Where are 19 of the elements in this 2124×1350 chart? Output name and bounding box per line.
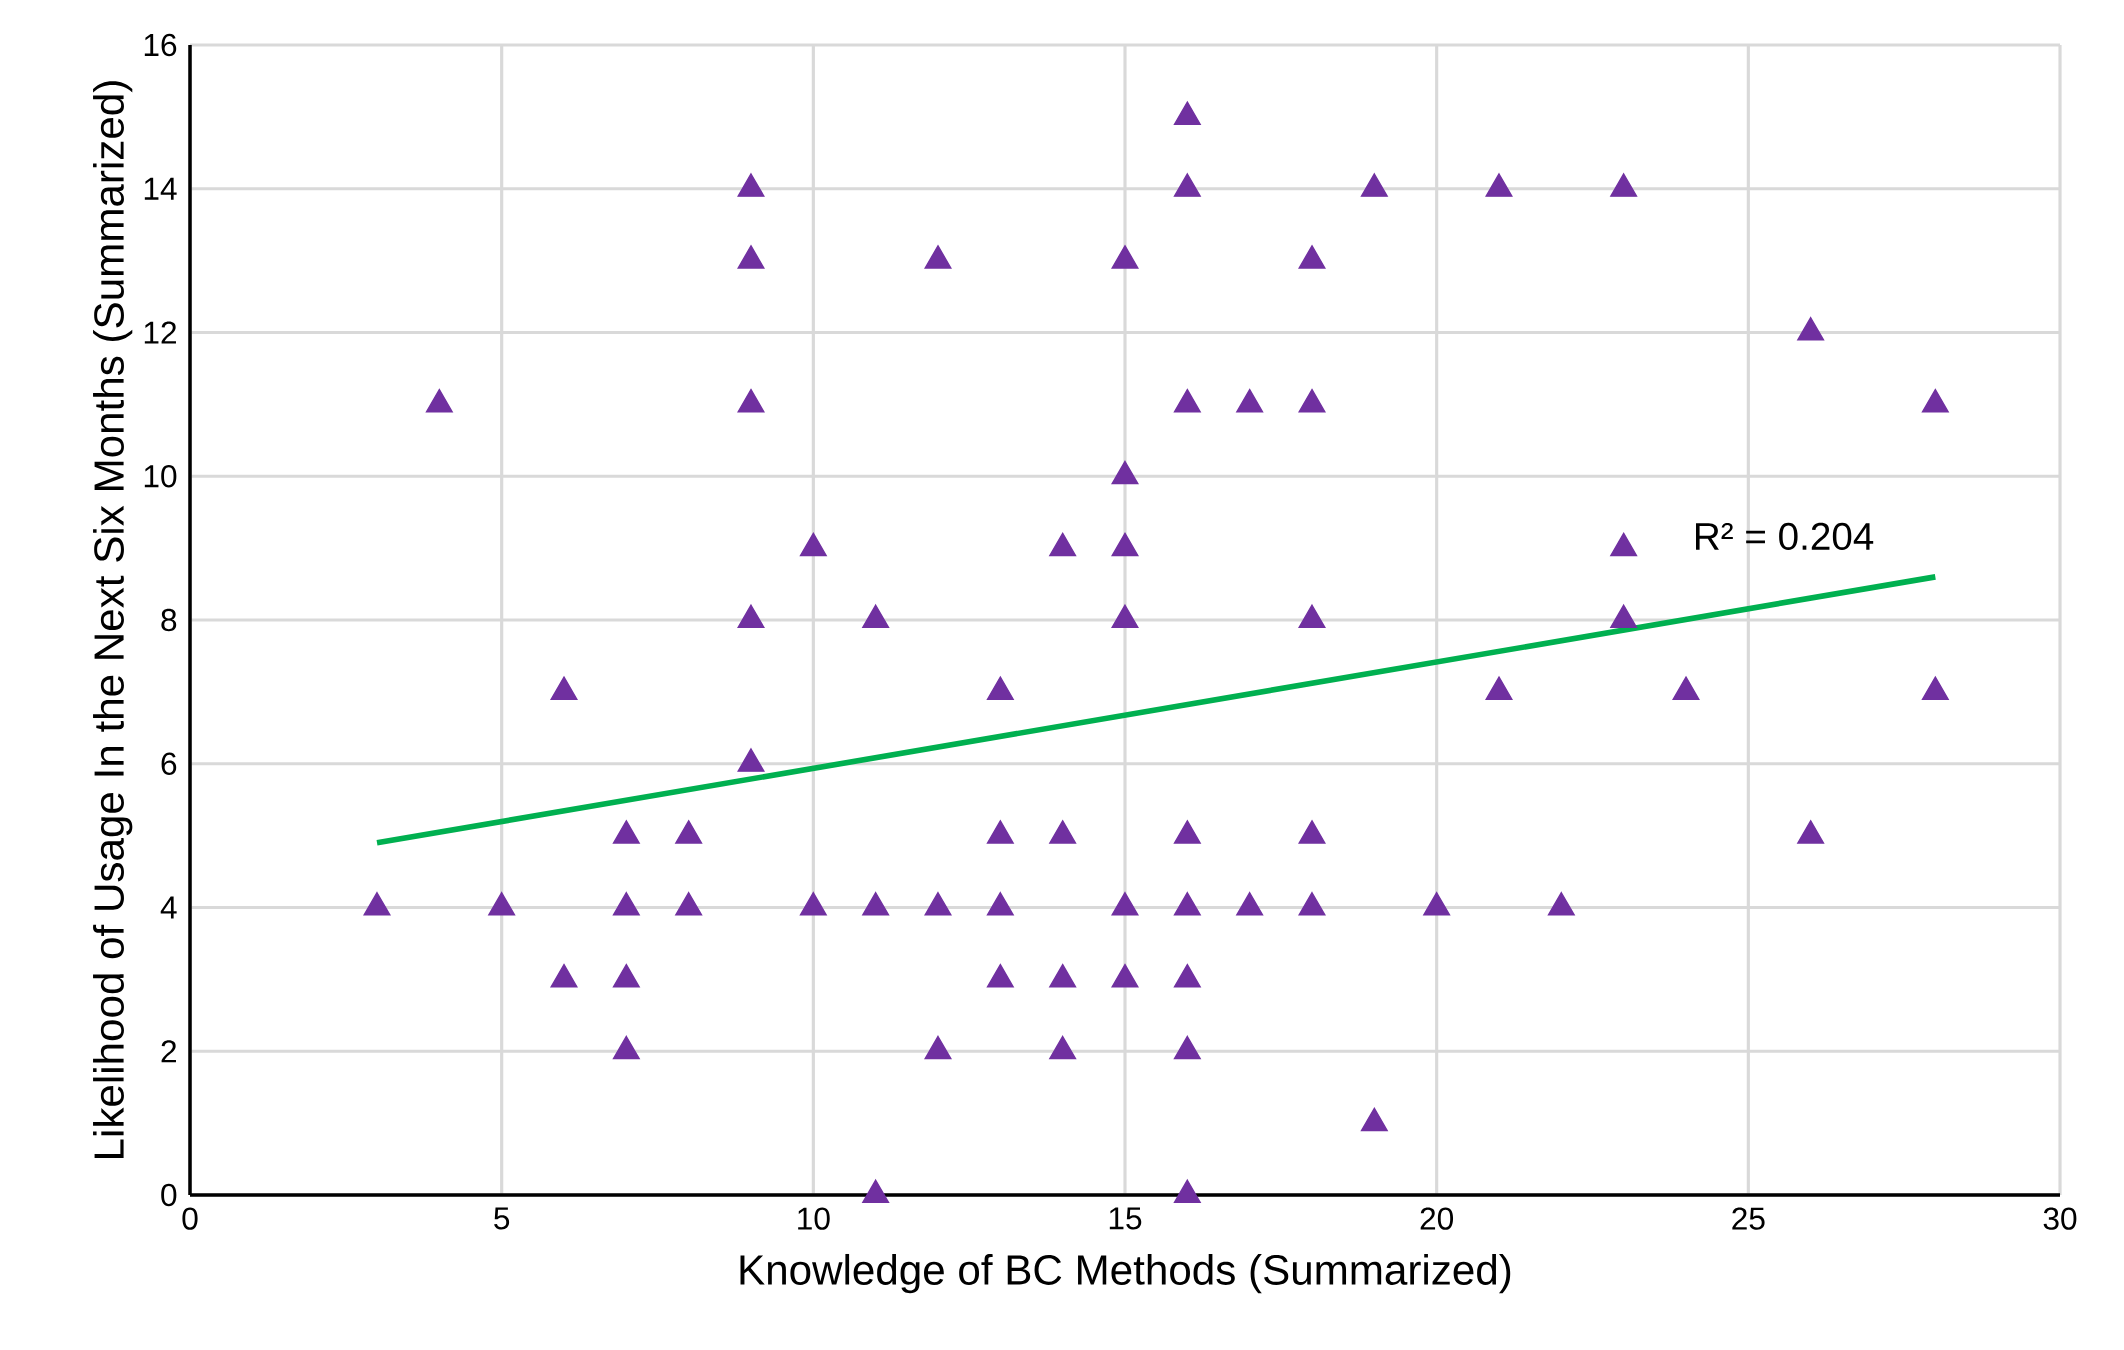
x-tick-label: 25 — [1732, 1207, 1765, 1230]
x-tick-label: 15 — [1109, 1207, 1142, 1230]
y-tick-label: 2 — [161, 1040, 176, 1063]
x-tick-label: 20 — [1420, 1207, 1454, 1230]
x-tick-label: 5 — [494, 1207, 510, 1230]
y-tick-label: 6 — [161, 752, 177, 775]
x-tick-label: 0 — [182, 1207, 198, 1230]
annotation: R² = 0.204 — [1696, 522, 1874, 551]
y-axis-title: Likelihood of Usage In the Next Six Months (Summarized) — [93, 81, 133, 1159]
x-tick-label: 10 — [798, 1207, 830, 1230]
y-tick-label: 4 — [160, 896, 177, 919]
y-tick-label: 16 — [144, 33, 177, 57]
x-axis-title: Knowledge of BC Methods (Summarized) — [740, 1253, 1511, 1294]
y-tick-label: 10 — [144, 465, 177, 488]
x-tick-label: 30 — [2043, 1207, 2077, 1230]
y-tick-label: 14 — [144, 177, 177, 200]
y-tick-label: 12 — [144, 321, 176, 344]
y-tick-label: 8 — [161, 608, 177, 632]
y-tick-label: 0 — [161, 1183, 177, 1207]
